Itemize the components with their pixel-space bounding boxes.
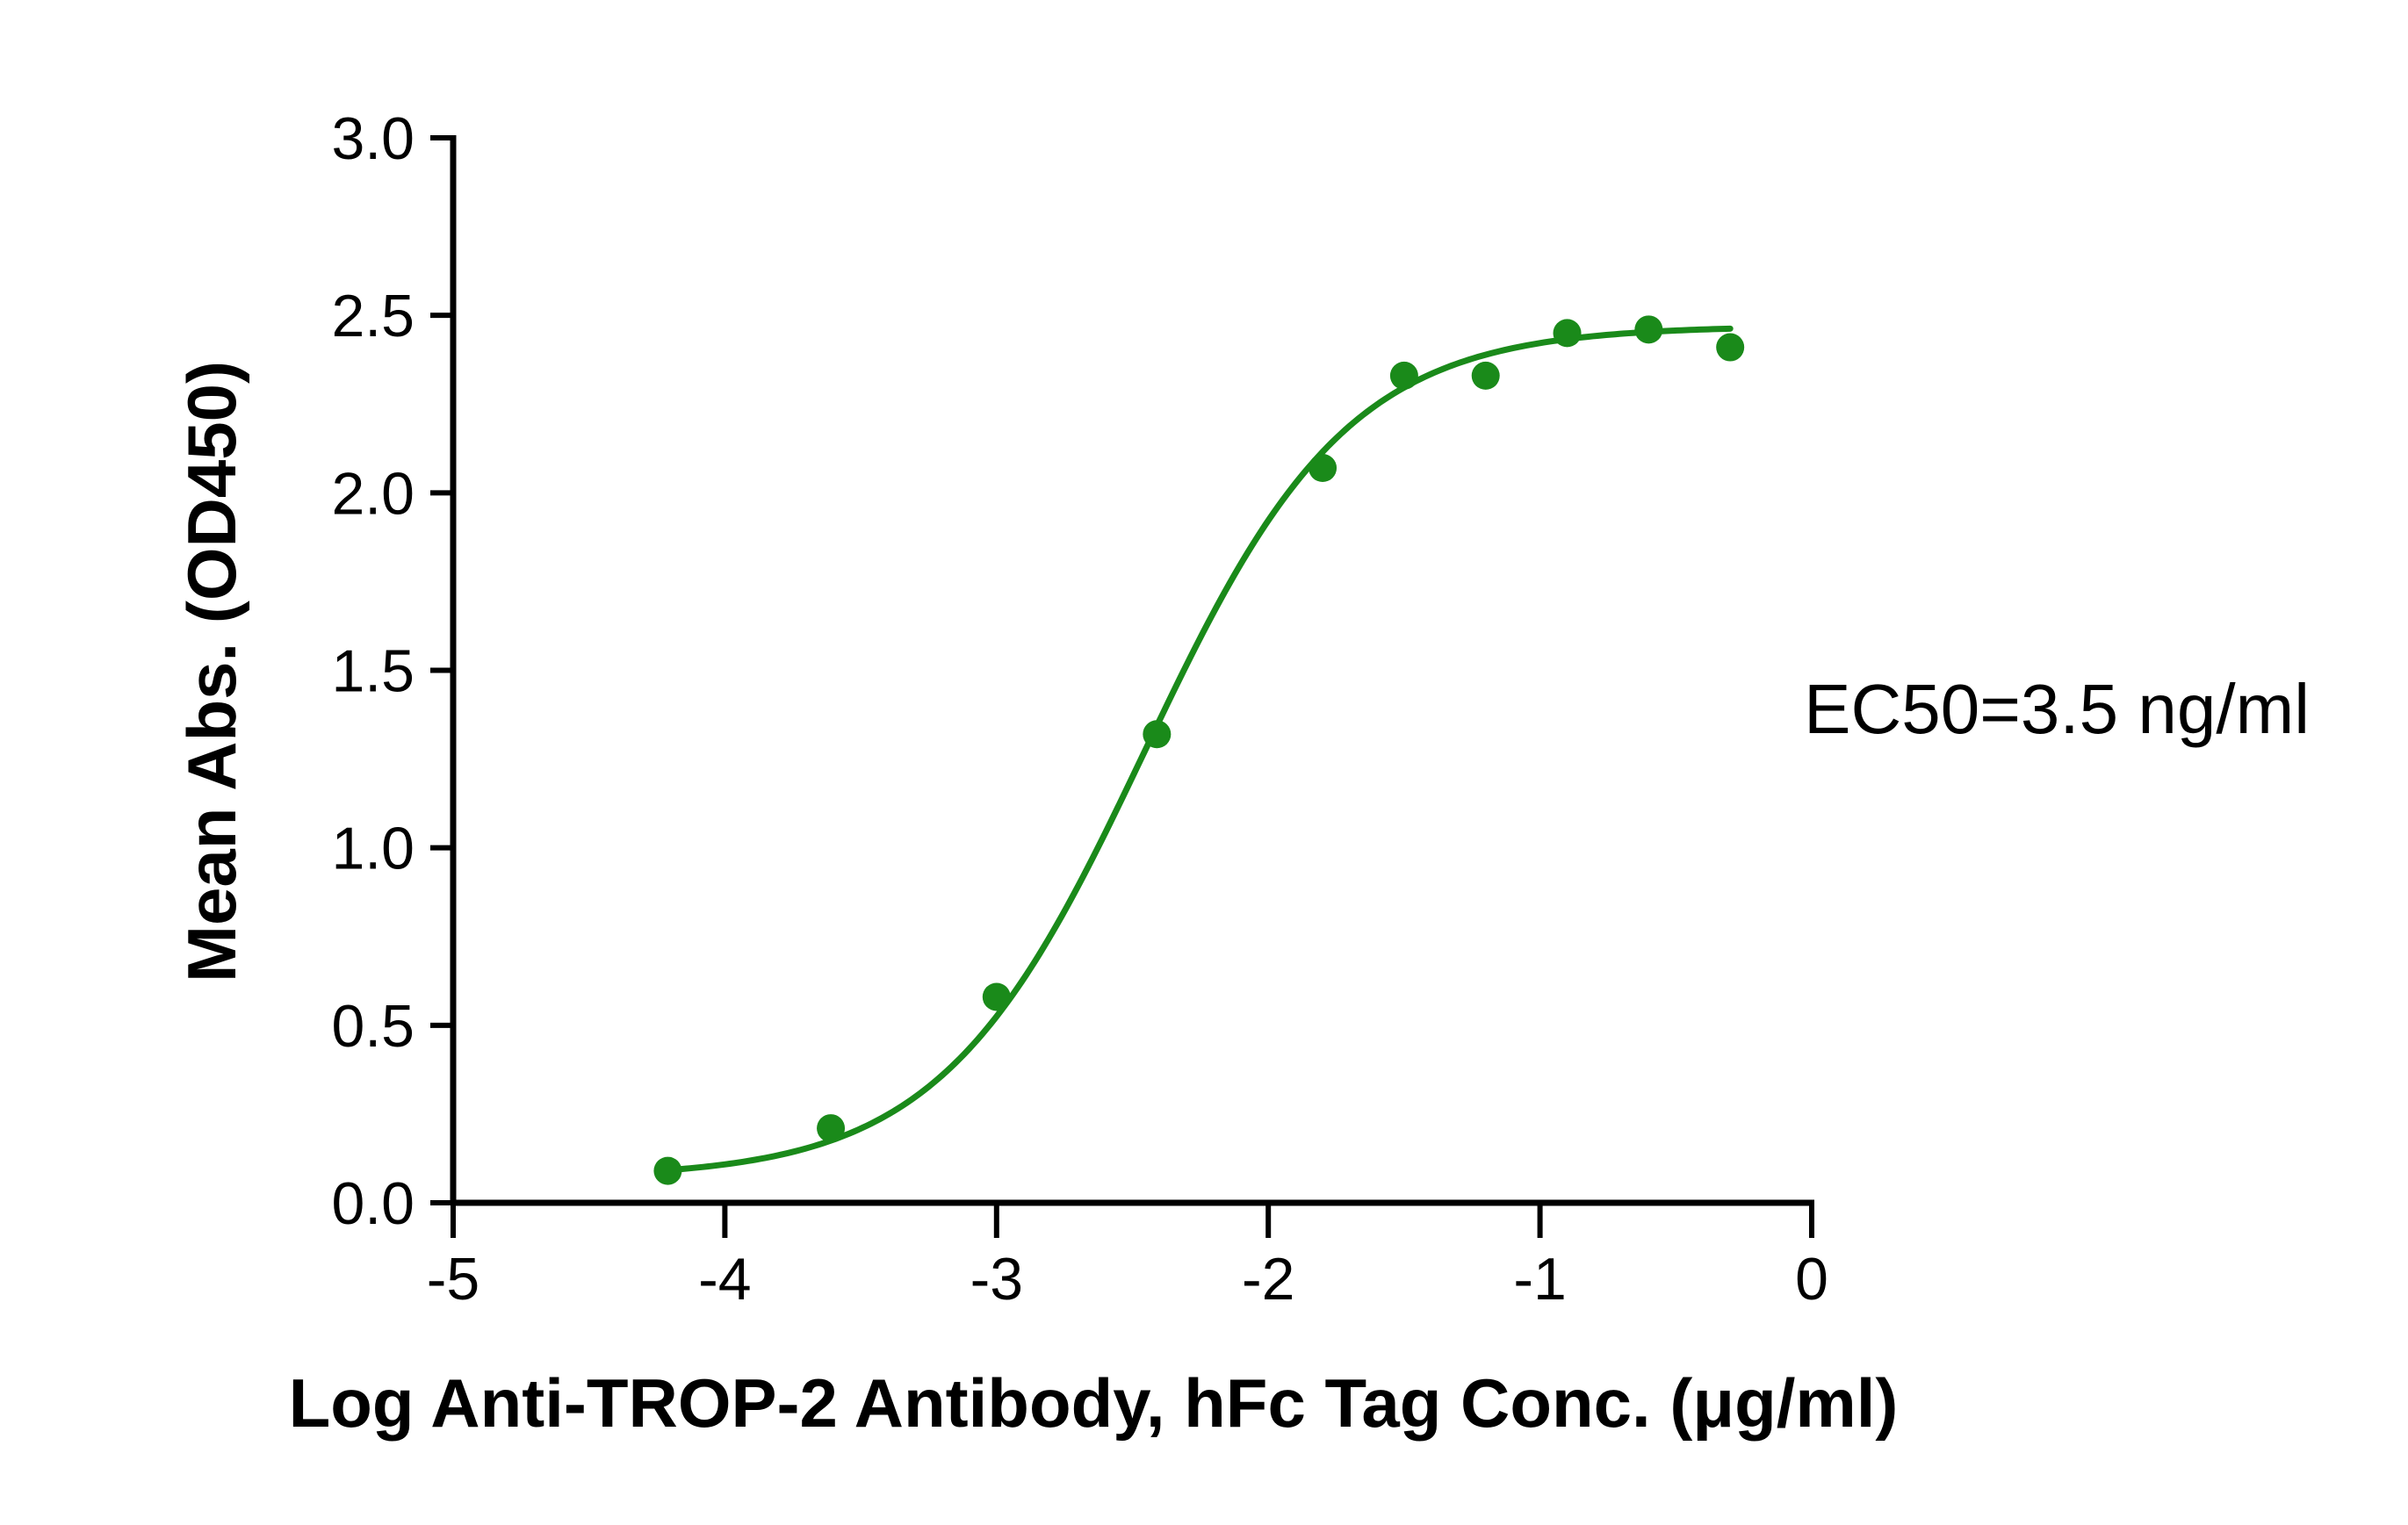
y-tick-label: 0.5 [331, 993, 415, 1060]
y-axis-title: Mean Abs. (OD450) [173, 361, 250, 982]
data-point [982, 982, 1011, 1011]
ec50-annotation: EC50=3.5 ng/ml [1804, 670, 2310, 748]
x-axis: -5 -4 -3 -2 -1 0 [427, 1199, 1828, 1313]
x-tick-label: -5 [427, 1246, 479, 1313]
y-tick-label: 1.0 [331, 816, 415, 882]
y-tick-label: 1.5 [331, 638, 415, 705]
data-point [1553, 319, 1582, 348]
data-point [1309, 454, 1337, 483]
y-tick-label: 3.0 [331, 105, 415, 172]
fit-curve-line [664, 325, 1734, 1174]
x-axis-title: Log Anti-TROP-2 Antibody, hFc Tag Conc. … [289, 1364, 1899, 1442]
data-point [653, 1156, 682, 1185]
data-point [1471, 361, 1500, 390]
x-tick-label: -3 [970, 1246, 1023, 1313]
y-tick-label: 0.0 [331, 1170, 415, 1237]
data-point [1716, 333, 1745, 362]
data-points-layer [653, 315, 1745, 1185]
data-point [1634, 315, 1663, 344]
x-tick-label: 0 [1795, 1246, 1828, 1313]
x-tick-label: -4 [698, 1246, 751, 1313]
x-tick-label: -1 [1513, 1246, 1566, 1313]
fit-curve-layer [664, 325, 1734, 1174]
data-point [1389, 361, 1418, 390]
x-tick-label: -2 [1242, 1246, 1294, 1313]
data-point [1143, 720, 1172, 749]
y-tick-label: 2.5 [331, 283, 415, 349]
data-point [817, 1114, 846, 1143]
y-axis: 0.0 0.5 1.0 1.5 2.0 2.5 3.0 [331, 105, 457, 1237]
y-tick-label: 2.0 [331, 460, 415, 527]
